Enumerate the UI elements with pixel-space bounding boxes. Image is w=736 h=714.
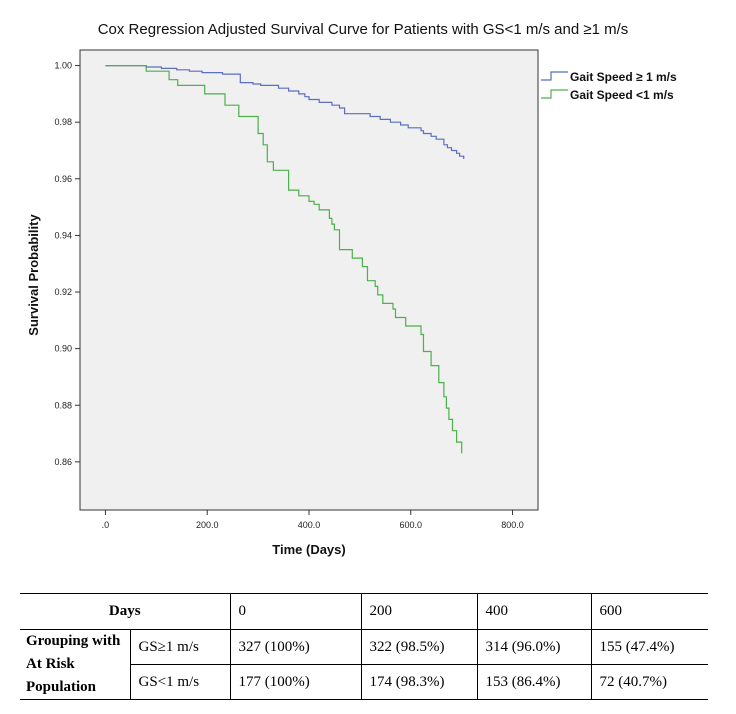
chart-title: Cox Regression Adjusted Survival Curve f… (98, 21, 629, 38)
table-cell: 314 (96.0%) (476, 629, 591, 665)
x-tick-label: 600.0 (400, 520, 423, 530)
grouping-label: Grouping with At Risk Population (20, 629, 130, 700)
table-cell: 72 (40.7%) (590, 664, 708, 700)
day-header: 600 (590, 593, 708, 630)
day-header: 400 (476, 593, 591, 630)
series-layer (105, 65, 465, 454)
table-row: Grouping with At Risk Population GS≥1 m/… (20, 629, 708, 700)
table-cell: 177 (100%) (229, 664, 361, 700)
legend-swatch-gs-low (541, 89, 568, 99)
table-cell: 155 (47.4%) (590, 629, 708, 665)
legend-swatch-gs-high (541, 71, 568, 81)
table-header-row: Days 0 200 400 600 (20, 593, 708, 630)
y-tick-label: 0.88 (54, 400, 72, 410)
legend-label-gs-high: Gait Speed ≥ 1 m/s (570, 70, 677, 84)
y-axis-title: Survival Probability (26, 214, 41, 336)
y-tick-label: 0.86 (54, 457, 72, 467)
y-tick-label: 0.98 (54, 117, 72, 127)
x-tick-label: 400.0 (298, 520, 321, 530)
y-axis: 0.86 0.88 0.90 0.92 0.94 0.96 0.98 1.00 (54, 61, 80, 467)
group-row-label: GS≥1 m/s (129, 629, 230, 665)
group-row-label: GS<1 m/s (129, 664, 230, 700)
table-cell: 174 (98.3%) (360, 664, 477, 700)
x-tick-label: 200.0 (196, 520, 219, 530)
survival-curve-gs-high (105, 65, 465, 159)
x-tick-label: 800.0 (501, 520, 524, 530)
y-tick-label: 0.90 (54, 344, 72, 354)
y-tick-label: 1.00 (54, 61, 72, 71)
at-risk-table: Days 0 200 400 600 Grouping with At Risk… (20, 593, 708, 700)
day-header: 0 (229, 593, 361, 630)
table-row: GS<1 m/s 177 (100%) 174 (98.3%) 153 (86.… (20, 664, 708, 700)
days-header: Days (20, 593, 230, 630)
table-cell: 153 (86.4%) (476, 664, 591, 700)
plot-area (79, 49, 539, 511)
y-tick-label: 0.96 (54, 174, 72, 184)
survival-chart: Cox Regression Adjusted Survival Curve f… (26, 21, 677, 557)
table-cell: 322 (98.5%) (360, 629, 477, 665)
legend: Gait Speed ≥ 1 m/s Gait Speed <1 m/s (541, 70, 677, 102)
y-tick-label: 0.94 (54, 230, 72, 240)
legend-label-gs-low: Gait Speed <1 m/s (570, 88, 674, 102)
table-cell: 327 (100%) (229, 629, 361, 665)
day-header: 200 (360, 593, 477, 630)
x-axis: .0 200.0 400.0 600.0 800.0 (102, 510, 524, 530)
survival-curve-gs-low (105, 65, 463, 454)
y-tick-label: 0.92 (54, 287, 72, 297)
x-axis-title: Time (Days) (272, 542, 345, 557)
x-tick-label: .0 (102, 520, 110, 530)
